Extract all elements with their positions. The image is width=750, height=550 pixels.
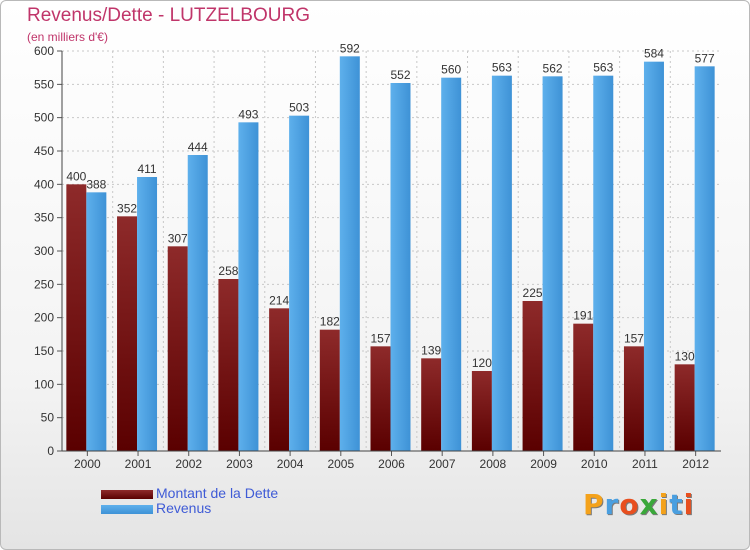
bar-revenus bbox=[643, 61, 664, 452]
bar-revenus bbox=[289, 115, 310, 452]
legend-label-revenus: Revenus bbox=[156, 500, 212, 516]
bar-debt bbox=[421, 358, 442, 451]
data-label-debt: 130 bbox=[675, 349, 695, 363]
y-tick-label: 50 bbox=[41, 411, 55, 425]
y-tick-label: 550 bbox=[34, 77, 54, 91]
bar-revenus bbox=[694, 66, 715, 451]
data-label-debt: 191 bbox=[573, 309, 593, 323]
logo-letter: o bbox=[619, 488, 640, 521]
bar-revenus bbox=[441, 77, 462, 452]
data-label-revenus: 493 bbox=[238, 107, 258, 121]
data-label-revenus: 592 bbox=[340, 41, 360, 55]
bar-revenus bbox=[390, 83, 411, 451]
data-label-debt: 352 bbox=[117, 201, 137, 215]
data-label-revenus: 411 bbox=[137, 162, 156, 176]
bar-debt bbox=[623, 346, 644, 451]
bar-revenus bbox=[137, 177, 158, 451]
bar-debt bbox=[573, 323, 594, 451]
data-label-revenus: 563 bbox=[492, 61, 512, 75]
data-label-debt: 225 bbox=[523, 286, 543, 300]
chart-subtitle: (en milliers d'€) bbox=[27, 30, 108, 44]
data-label-revenus: 552 bbox=[390, 68, 410, 82]
bar-debt bbox=[66, 184, 87, 452]
bar-debt bbox=[471, 371, 492, 451]
bar-revenus bbox=[491, 75, 512, 452]
logo-letter: i bbox=[683, 488, 695, 521]
legend-label-debt: Montant de la Dette bbox=[156, 485, 279, 501]
logo-letter: P bbox=[583, 488, 605, 521]
legend-swatch-debt bbox=[101, 490, 153, 499]
y-tick-label: 350 bbox=[34, 211, 54, 225]
data-label-revenus: 560 bbox=[441, 63, 461, 77]
x-tick-label: 2010 bbox=[581, 457, 608, 471]
bar-debt bbox=[370, 346, 391, 451]
proxiti-logo: Proxiti bbox=[583, 488, 694, 521]
chart-title: Revenus/Dette - LUTZELBOURG bbox=[27, 5, 310, 26]
logo-letter: i bbox=[658, 488, 670, 521]
x-tick-label: 2004 bbox=[277, 457, 304, 471]
data-label-debt: 157 bbox=[624, 331, 644, 345]
bar-revenus bbox=[542, 76, 563, 451]
x-tick-label: 2007 bbox=[429, 457, 456, 471]
data-label-debt: 139 bbox=[421, 343, 441, 357]
x-tick-label: 2009 bbox=[530, 457, 557, 471]
bar-debt bbox=[167, 246, 188, 451]
data-label-debt: 157 bbox=[370, 331, 390, 345]
x-tick-label: 2006 bbox=[378, 457, 405, 471]
y-tick-label: 250 bbox=[34, 277, 54, 291]
logo-letter: r bbox=[604, 488, 620, 521]
bar-debt bbox=[319, 329, 340, 451]
x-tick-label: 2005 bbox=[327, 457, 354, 471]
bar-revenus bbox=[238, 122, 259, 451]
data-label-debt: 182 bbox=[320, 315, 340, 329]
bar-debt bbox=[218, 279, 239, 451]
data-label-revenus: 562 bbox=[543, 61, 563, 75]
data-label-debt: 258 bbox=[218, 264, 238, 278]
x-tick-label: 2011 bbox=[632, 457, 658, 471]
bar-revenus bbox=[339, 56, 360, 451]
data-label-debt: 214 bbox=[269, 293, 289, 307]
data-label-revenus: 503 bbox=[289, 101, 309, 115]
bar-debt bbox=[522, 301, 543, 451]
y-tick-label: 100 bbox=[34, 377, 54, 391]
x-tick-label: 2001 bbox=[125, 457, 152, 471]
data-label-debt: 307 bbox=[168, 231, 188, 245]
data-label-debt: 400 bbox=[66, 169, 86, 183]
x-tick-label: 2003 bbox=[226, 457, 253, 471]
y-tick-label: 200 bbox=[34, 311, 54, 325]
bar-revenus bbox=[593, 75, 614, 452]
data-label-debt: 120 bbox=[472, 356, 492, 370]
bar-revenus bbox=[86, 192, 107, 452]
y-tick-label: 150 bbox=[34, 344, 54, 358]
x-tick-label: 2012 bbox=[682, 457, 709, 471]
bar-debt bbox=[674, 364, 695, 451]
x-tick-label: 2000 bbox=[74, 457, 101, 471]
y-tick-label: 0 bbox=[47, 444, 54, 458]
y-tick-label: 300 bbox=[34, 244, 54, 258]
data-label-revenus: 584 bbox=[644, 47, 664, 61]
data-label-revenus: 577 bbox=[695, 51, 715, 65]
y-tick-label: 400 bbox=[34, 177, 54, 191]
x-tick-label: 2002 bbox=[175, 457, 202, 471]
y-tick-label: 500 bbox=[34, 111, 54, 125]
data-label-revenus: 388 bbox=[86, 177, 106, 191]
data-label-revenus: 563 bbox=[593, 61, 613, 75]
y-tick-label: 600 bbox=[34, 44, 54, 58]
bar-revenus bbox=[187, 155, 208, 451]
bar-debt bbox=[117, 216, 138, 451]
bar-chart: 4003883524113074442584932145031825921575… bbox=[34, 41, 721, 471]
legend-swatch-revenus bbox=[101, 505, 153, 514]
y-tick-label: 450 bbox=[34, 144, 54, 158]
x-tick-label: 2008 bbox=[480, 457, 507, 471]
logo-letter: t bbox=[669, 488, 684, 521]
bar-debt bbox=[269, 308, 290, 451]
data-label-revenus: 444 bbox=[188, 140, 208, 154]
logo-letter: x bbox=[639, 488, 659, 521]
